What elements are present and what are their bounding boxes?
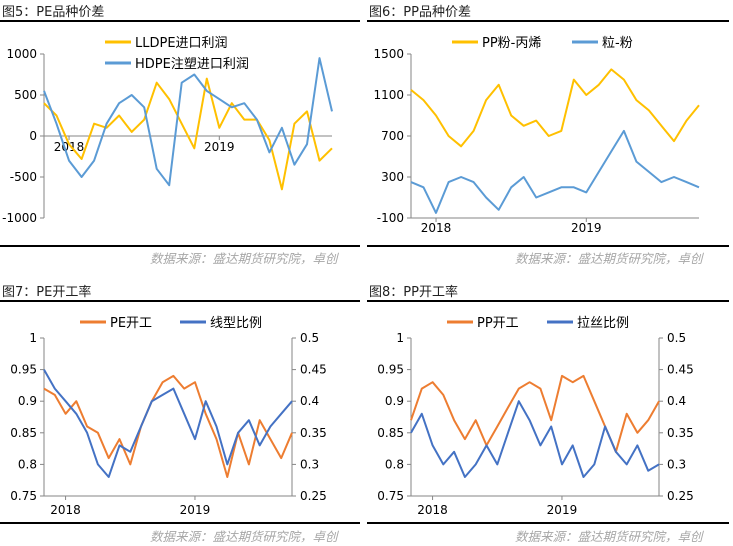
y2-tick-label: 0.4 xyxy=(667,394,686,408)
y-tick-label: 700 xyxy=(381,129,404,143)
x-tick-label: 2019 xyxy=(547,503,578,517)
y-tick-label: 1000 xyxy=(6,47,37,61)
legend-label: 线型比例 xyxy=(210,316,262,331)
x-tick-label: 2018 xyxy=(54,140,85,154)
y-tick-label: 0.8 xyxy=(18,457,37,471)
chart-plot-pe-rate: 1 0.95 0.9 0.85 0.8 0.75 0.5 0.45 0.4 0.35 0.3 0.25… xyxy=(10,316,327,517)
y2-tick-label: 0.25 xyxy=(300,489,327,503)
chart-title: 图7：PE开工率 xyxy=(2,285,92,300)
x-tick-label: 2019 xyxy=(180,503,211,517)
title-rule xyxy=(367,300,729,302)
y2-tick-label: 0.45 xyxy=(667,363,694,377)
legend-label: PE开工 xyxy=(110,316,152,331)
x-tick-label: 2019 xyxy=(204,140,235,154)
legend-label: 拉丝比例 xyxy=(577,316,629,331)
y-tick-label: 1 xyxy=(29,331,37,345)
legend-label: 粒-粉 xyxy=(602,36,633,51)
x-tick-label: 2018 xyxy=(421,221,452,235)
series-line xyxy=(410,68,700,148)
y-tick-label: -100 xyxy=(377,211,404,225)
source-rule xyxy=(0,245,360,247)
y-tick-label: 0.75 xyxy=(377,489,404,503)
series-line xyxy=(43,77,333,191)
y2-tick-label: 0.5 xyxy=(667,331,686,345)
y2-tick-label: 0.35 xyxy=(300,426,327,440)
chart-source: 数据来源：盛达期货研究院，卓创 xyxy=(150,251,338,266)
chart-source: 数据来源：盛达期货研究院，卓创 xyxy=(150,529,338,544)
y2-tick-label: 0.3 xyxy=(667,457,686,471)
y2-tick-label: 0.5 xyxy=(300,331,319,345)
legend-label: LLDPE进口利润 xyxy=(135,36,228,51)
chart-panel-pp-spread: 图6：PP品种价差 1500 1100 700 300 -100 2018 2019 PP粉-… xyxy=(367,0,733,272)
chart-source: 数据来源：盛达期货研究院，卓创 xyxy=(515,529,703,544)
y-tick-label: 0.75 xyxy=(10,489,37,503)
y2-tick-label: 0.25 xyxy=(667,489,694,503)
y-tick-label: 300 xyxy=(381,170,404,184)
series-line xyxy=(410,374,660,453)
chart-title: 图5：PE品种价差 xyxy=(2,5,105,20)
title-rule xyxy=(0,300,360,302)
chart-panel-pe-spread: 图5：PE品种价差 1000 500 0 -500 -1000 2018 2019 LLDPE… xyxy=(0,0,366,272)
legend-label: HDPE注塑进口利润 xyxy=(135,57,249,72)
series-line xyxy=(43,369,293,478)
chart-panel-pe-rate: 图7：PE开工率 1 0.95 0.9 0.85 0.8 0.75 0.5 0.45 0.4 0.… xyxy=(0,280,366,546)
chart-plot-pp-spread: 1500 1100 700 300 -100 2018 2019 PP粉-丙烯 粒-粉 xyxy=(373,36,700,235)
title-rule xyxy=(367,20,729,22)
x-tick-label: 2018 xyxy=(50,503,81,517)
legend-label: PP开工 xyxy=(477,316,519,331)
y-tick-label: 0.85 xyxy=(377,426,404,440)
y-tick-label: -500 xyxy=(10,170,37,184)
y2-tick-label: 0.35 xyxy=(667,426,694,440)
chart-plot-pp-rate: 1 0.95 0.9 0.85 0.8 0.75 0.5 0.45 0.4 0.35 0.3 0.25… xyxy=(377,316,694,517)
title-rule xyxy=(0,20,360,22)
chart-plot-pe-spread: 1000 500 0 -500 -1000 2018 2019 LLDPE进口利润 HDPE注塑… xyxy=(2,36,333,225)
y2-tick-label: 0.45 xyxy=(300,363,327,377)
y-tick-label: 1100 xyxy=(373,88,404,102)
series-line xyxy=(43,374,293,478)
y-tick-label: -1000 xyxy=(2,211,37,225)
y-tick-label: 500 xyxy=(14,88,37,102)
y-tick-label: 1 xyxy=(396,331,404,345)
y-tick-label: 1500 xyxy=(373,47,404,61)
source-rule xyxy=(367,245,729,247)
source-rule xyxy=(367,522,729,524)
legend-label: PP粉-丙烯 xyxy=(482,36,541,51)
source-rule xyxy=(0,522,360,524)
chart-panel-pp-rate: 图8：PP开工率 1 0.95 0.9 0.85 0.8 0.75 0.5 0.45 0.4 0.… xyxy=(367,280,733,546)
series-line xyxy=(410,129,700,214)
y-tick-label: 0.95 xyxy=(10,363,37,377)
x-tick-label: 2018 xyxy=(417,503,448,517)
y-tick-label: 0.9 xyxy=(385,394,404,408)
series-line xyxy=(43,57,333,187)
chart-title: 图8：PP开工率 xyxy=(369,285,458,300)
y-tick-label: 0 xyxy=(29,129,37,143)
y2-tick-label: 0.4 xyxy=(300,394,319,408)
x-tick-label: 2019 xyxy=(571,221,602,235)
y-tick-label: 0.8 xyxy=(385,457,404,471)
y2-tick-label: 0.3 xyxy=(300,457,319,471)
chart-title: 图6：PP品种价差 xyxy=(369,5,471,20)
chart-source: 数据来源：盛达期货研究院，卓创 xyxy=(515,251,703,266)
y-tick-label: 0.85 xyxy=(10,426,37,440)
y-tick-label: 0.9 xyxy=(18,394,37,408)
series-line xyxy=(410,400,660,478)
y-tick-label: 0.95 xyxy=(377,363,404,377)
